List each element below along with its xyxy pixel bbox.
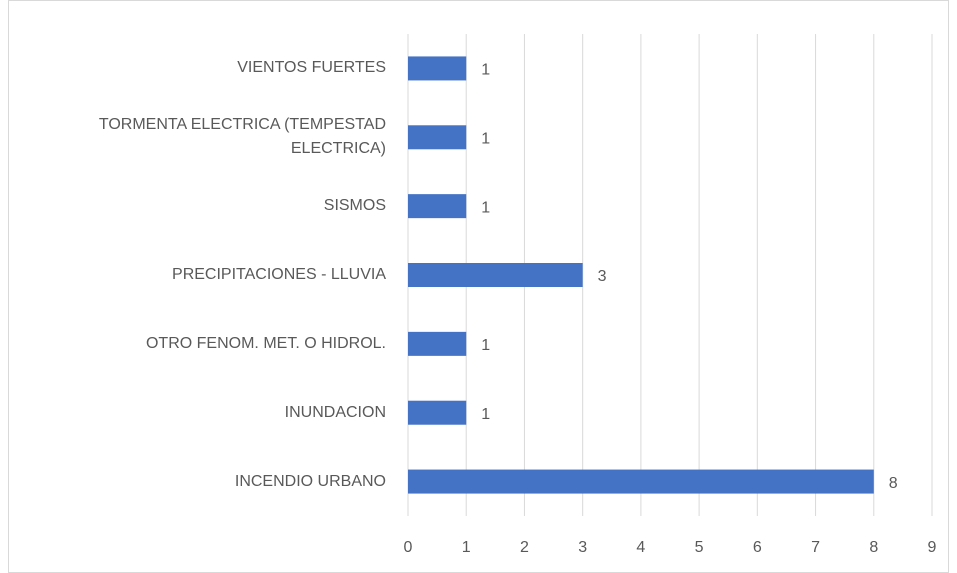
data-label: 1 [481,131,490,148]
bar [408,125,467,150]
bar [408,469,874,494]
data-label: 1 [481,337,490,354]
y-tick-label: TORMENTA ELECTRICA (TEMPESTAD ELECTRICA) [98,116,386,158]
data-label: 1 [481,406,490,423]
x-tick-label: 2 [520,539,529,556]
x-tick-label: 6 [753,539,762,556]
x-tick-label: 0 [404,539,413,556]
y-tick-label: OTRO FENOM. MET. O HIDROL. [145,334,386,352]
bar [408,400,467,425]
y-tick-label: VIENTOS FUERTES [237,59,386,77]
x-tick-label: 5 [695,539,704,556]
y-tick-label: SISMOS [323,197,386,215]
y-tick-label: INCENDIO URBANO [234,472,386,490]
bar [408,194,467,219]
data-label: 3 [598,268,607,285]
bar [408,56,467,81]
x-tick-label: 7 [811,539,820,556]
bar [408,331,467,356]
x-tick-label: 3 [578,539,587,556]
x-tick-label: 4 [636,539,645,556]
y-tick-label: INUNDACION [284,403,386,421]
data-label: 1 [481,199,490,216]
x-tick-label: 9 [928,539,937,556]
data-label: 8 [889,475,898,492]
x-tick-label: 1 [462,539,471,556]
bar [408,263,583,287]
y-tick-label: PRECIPITACIONES - LLUVIA [172,266,386,283]
data-label: 1 [481,62,490,79]
x-tick-label: 8 [869,539,878,556]
